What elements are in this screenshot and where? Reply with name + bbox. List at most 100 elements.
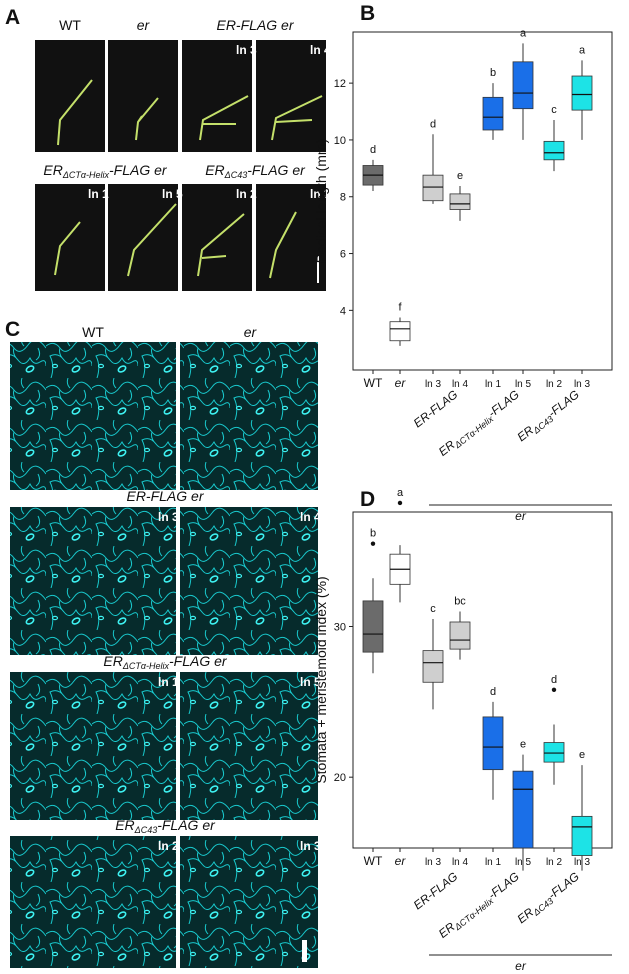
photo [35,40,105,152]
header-sub: ΔC43 [224,170,248,180]
stem [199,95,249,141]
group-bracket-label: er [515,959,527,973]
line-label: ln 3 [158,510,179,524]
x-tick-label: ln 3 [574,379,591,390]
header-part: -FLAG er [247,162,306,178]
header-part: ER [103,653,122,669]
box [571,75,593,111]
group-label-part: -FLAG [545,869,581,902]
significance-letter: a [579,44,586,56]
scale-bar [302,940,307,962]
photo-group: ln 3 ln 4 ln 1 ln 5 ln 2 ln 3 [35,40,331,291]
significance-letter: a [397,487,404,499]
group-label-part: ER-FLAG [411,869,461,912]
x-tick-label: WT [364,376,383,390]
photo [35,184,105,291]
photo [256,184,326,291]
group-label-sub: ΔCTα-Helix [452,414,496,451]
header: er [137,17,151,33]
group-label-part: ER-FLAG [411,387,461,430]
line-label: ln 2 [158,839,179,853]
panel-letter: B [360,2,375,25]
header: ER-FLAG er [216,17,294,33]
stem [54,221,81,276]
micrograph [180,836,318,968]
micrograph [10,672,176,820]
y-axis-label: Stomata + meristemoid index (%) [313,576,329,783]
y-tick-label: 6 [340,249,346,261]
box [389,321,411,342]
plot-frame [352,511,613,849]
x-tick-label: er [395,854,407,868]
significance-letter: b [370,528,376,540]
line-label: ln 1 [158,675,179,689]
significance-letter: f [398,301,402,313]
y-tick-label: 10 [334,135,346,147]
line-label: ln 4 [310,43,331,57]
significance-letter: e [457,170,463,182]
header-sub: ΔC43 [134,825,158,835]
box [512,770,534,849]
micrograph [180,507,318,655]
line-label: ln 2 [236,187,257,201]
micrograph-group: ln 3 ln 4 ln 1 ln 5 ln 2 ln 3 [10,342,321,968]
x-tick-label: ln 2 [546,857,563,868]
box [571,815,593,856]
group-label: ERΔC43-FLAG [514,387,583,446]
y-tick-label: 12 [334,78,346,90]
x-tick-label: ln 3 [425,379,442,390]
header-part: -FLAG er [169,653,228,669]
group-label: ERΔC43-FLAG [514,869,583,928]
header: er [244,324,258,340]
plot-frame [352,31,613,371]
micrograph [10,342,176,490]
box [362,600,384,653]
significance-letter: d [430,118,436,130]
line-label: ln 3 [300,839,321,853]
significance-letter: bc [454,595,466,607]
line-label: ln 5 [300,675,321,689]
box [543,742,565,763]
micrograph [10,836,176,968]
stem [127,203,177,277]
significance-letter: d [490,686,496,698]
group-label-part: -FLAG [545,387,581,420]
group-label: ER-FLAG [411,387,461,430]
x-tick-label: ln 2 [546,379,563,390]
box [449,193,471,210]
y-tick-label: 30 [334,622,346,634]
x-tick-label: ln 1 [485,857,502,868]
significance-letter: a [520,27,527,39]
header-part: ER [43,162,62,178]
box [482,716,504,771]
group-label: ER-FLAG [411,869,461,912]
x-tick-label: ln 4 [452,379,469,390]
stem [269,211,297,279]
x-tick-label: ln 4 [452,857,469,868]
box [512,61,534,110]
box [422,174,444,202]
stem [197,213,245,277]
line-label: ln 3 [236,43,257,57]
header: WT [82,324,104,340]
line-label: ln 5 [162,187,183,201]
header-part: -FLAG er [109,162,168,178]
outlier [397,500,403,506]
line-label: ln 4 [300,510,321,524]
x-tick-label: ln 3 [425,857,442,868]
y-tick-label: 8 [340,192,346,204]
significance-letter: c [551,104,557,116]
header-sub: ΔCTα-Helix [62,170,110,180]
outlier [551,687,557,692]
stem [57,79,93,146]
header-part: ER [205,162,224,178]
photo [108,184,178,291]
x-tick-label: ln 5 [515,379,532,390]
box [543,140,565,161]
micrograph [180,342,318,490]
panel-letter: A [5,6,20,29]
x-tick-label: er [395,376,407,390]
significance-letter: e [520,739,526,751]
group-label-part: -FLAG [485,869,521,902]
